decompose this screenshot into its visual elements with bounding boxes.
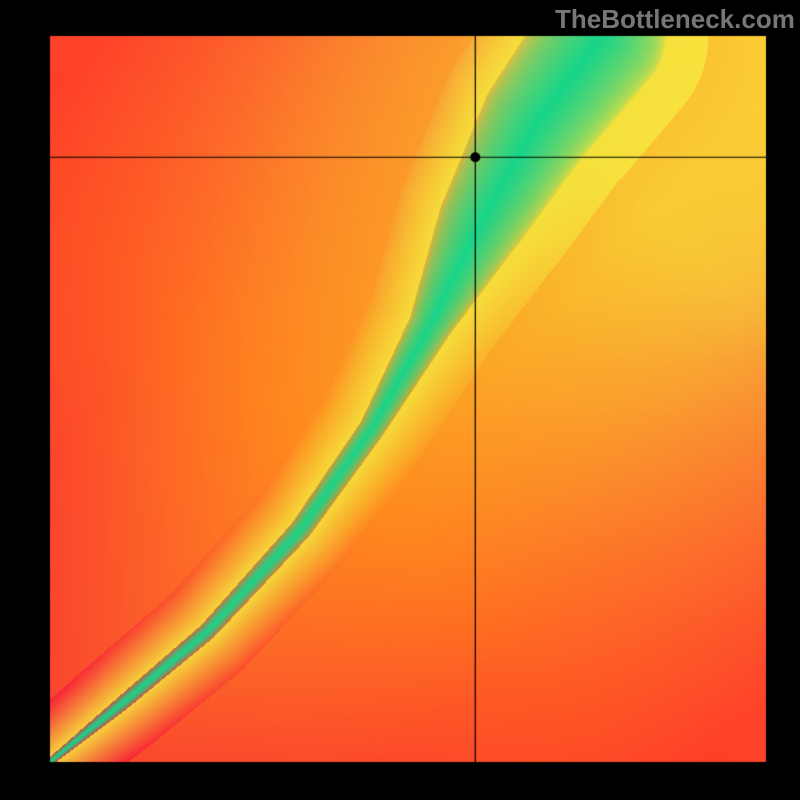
chart-container: TheBottleneck.com	[0, 0, 800, 800]
bottleneck-heatmap	[0, 0, 800, 800]
watermark-text: TheBottleneck.com	[555, 4, 795, 35]
